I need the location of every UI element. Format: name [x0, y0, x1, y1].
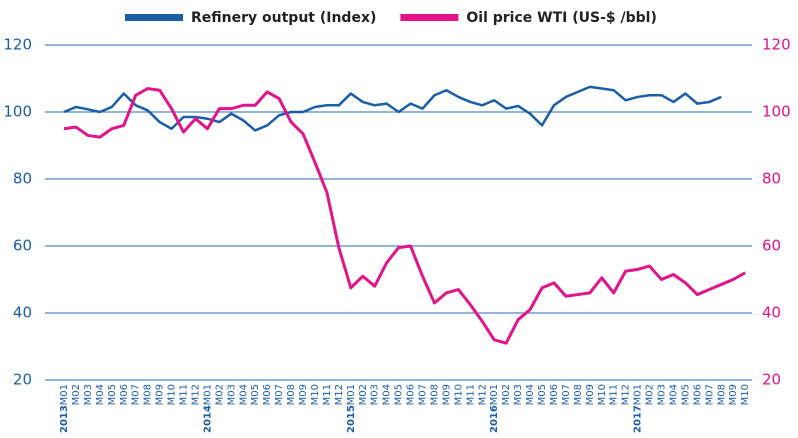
x-tick-label: M06: [406, 384, 417, 405]
x-year-label: 2017: [633, 405, 644, 433]
x-tick-label: M08: [429, 384, 440, 405]
x-tick-label: M06: [262, 384, 273, 405]
x-tick-label: M04: [668, 384, 679, 405]
x-tick-label: M05: [680, 384, 691, 405]
x-tick-label: M04: [382, 384, 393, 405]
x-tick-label: M09: [441, 384, 452, 405]
legend-swatch: [125, 14, 183, 21]
x-tick-label: M12: [621, 384, 632, 405]
y-tick-label: 100: [3, 103, 32, 121]
x-tick-label: M12: [477, 384, 488, 405]
x-tick-label: M10: [310, 384, 321, 405]
x-year-label: 2013: [59, 405, 70, 433]
x-tick-label: M05: [250, 384, 261, 405]
x-tick-label: M10: [740, 384, 751, 405]
x-tick-label: M07: [131, 384, 142, 405]
x-tick-label: M02: [501, 384, 512, 405]
y-tick-label: 120: [3, 36, 32, 54]
y-tick-label: 60: [13, 237, 32, 255]
x-tick-label: M10: [167, 384, 178, 405]
x-tick-label: M01: [489, 384, 500, 405]
y2-tick-label: 40: [762, 304, 781, 322]
x-tick-label: M05: [537, 384, 548, 405]
x-tick-label: M01: [202, 384, 213, 405]
x-tick-label: M05: [394, 384, 405, 405]
series-line: [63, 85, 722, 132]
y-tick-label: 40: [13, 304, 32, 322]
x-tick-label: M07: [561, 384, 572, 405]
x-tick-label: M03: [370, 384, 381, 405]
y2-tick-label: 120: [762, 36, 791, 54]
x-tick-label: M06: [692, 384, 703, 405]
x-tick-label: M03: [657, 384, 668, 405]
x-tick-label: M03: [226, 384, 237, 405]
x-tick-label: M10: [453, 384, 464, 405]
y2-tick-label: 20: [762, 371, 781, 389]
x-tick-label: M09: [155, 384, 166, 405]
x-tick-label: M08: [573, 384, 584, 405]
y2-tick-label: 60: [762, 237, 781, 255]
x-tick-label: M09: [585, 384, 596, 405]
x-tick-label: M01: [346, 384, 357, 405]
y-tick-label: 80: [13, 170, 32, 188]
x-tick-label: M10: [597, 384, 608, 405]
x-year-label: 2014: [202, 405, 213, 433]
x-tick-label: M08: [716, 384, 727, 405]
x-tick-label: M11: [179, 384, 190, 405]
x-tick-label: M02: [71, 384, 82, 405]
x-tick-label: M06: [119, 384, 130, 405]
y2-tick-label: 80: [762, 170, 781, 188]
legend-label: Oil price WTI (US-$ /bbl): [466, 10, 656, 26]
y-tick-label: 20: [13, 371, 32, 389]
x-tick-label: M12: [190, 384, 201, 405]
y2-tick-label: 100: [762, 103, 791, 121]
x-tick-label: M11: [322, 384, 333, 405]
x-tick-label: M07: [418, 384, 429, 405]
x-tick-label: M08: [143, 384, 154, 405]
x-tick-label: M05: [107, 384, 118, 405]
x-tick-label: M09: [298, 384, 309, 405]
x-tick-label: M04: [525, 384, 536, 405]
x-tick-label: M07: [704, 384, 715, 405]
legend-label: Refinery output (Index): [191, 10, 376, 26]
x-year-label: 2015: [346, 405, 357, 433]
x-tick-label: M03: [83, 384, 94, 405]
x-tick-label: M12: [334, 384, 345, 405]
x-tick-label: M07: [274, 384, 285, 405]
x-tick-label: M02: [645, 384, 656, 405]
x-tick-label: M11: [465, 384, 476, 405]
x-tick-label: M04: [238, 384, 249, 405]
series-line: [63, 87, 746, 345]
legend-swatch: [400, 14, 459, 21]
x-year-label: 2016: [489, 405, 500, 433]
x-tick-label: M02: [358, 384, 369, 405]
x-tick-label: M06: [549, 384, 560, 405]
x-tick-label: M08: [286, 384, 297, 405]
x-tick-label: M11: [609, 384, 620, 405]
x-tick-label: M01: [633, 384, 644, 405]
x-tick-label: M02: [214, 384, 225, 405]
x-tick-label: M01: [59, 384, 70, 405]
x-tick-label: M03: [513, 384, 524, 405]
x-tick-label: M04: [95, 384, 106, 405]
x-tick-label: M09: [728, 384, 739, 405]
